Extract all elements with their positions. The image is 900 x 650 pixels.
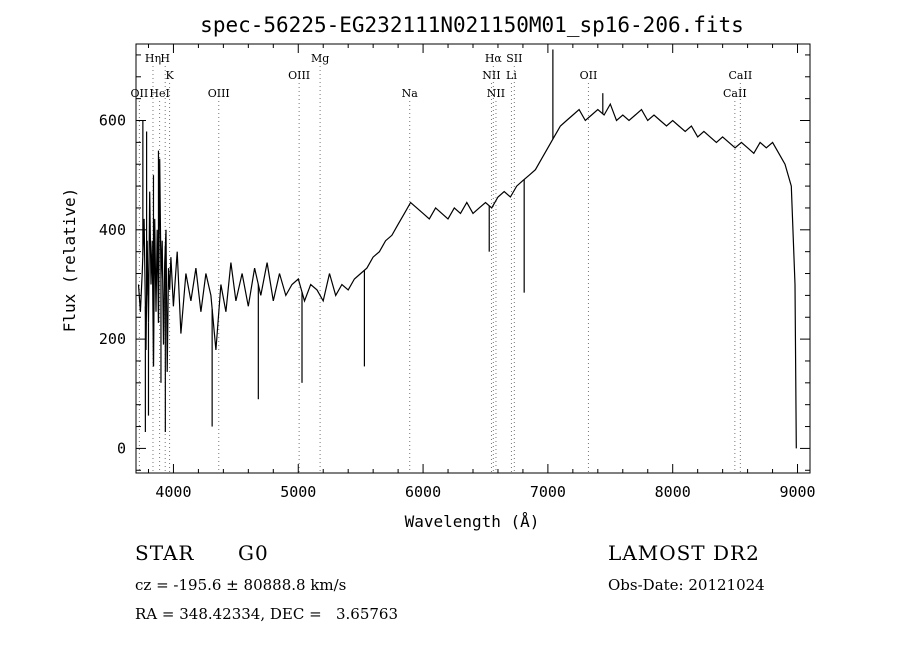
x-tick-label: 5000 (280, 483, 316, 501)
line-marker-label: Hη (145, 52, 161, 65)
redshift-velocity: cz = -195.6 ± 80888.8 km/s (135, 576, 347, 594)
line-marker-label: NII (482, 69, 500, 82)
object-class: STAR (135, 541, 195, 565)
y-axis-label: Flux (relative) (60, 188, 79, 333)
y-tick-label: 400 (99, 221, 126, 239)
line-marker-label: OII (131, 87, 149, 100)
x-axis-label: Wavelength (Å) (405, 512, 540, 531)
coordinates: RA = 348.42334, DEC = 3.65763 (135, 605, 399, 623)
line-marker-label: Li (506, 69, 517, 82)
y-tick-label: 600 (99, 112, 126, 130)
flux-series (137, 49, 797, 449)
line-marker-label: OII (580, 69, 598, 82)
x-tick-label: 9000 (779, 483, 815, 501)
survey-name: LAMOST DR2 (608, 541, 760, 565)
chart-title: spec-56225-EG232111N021150M01_sp16-206.f… (200, 13, 744, 37)
plot-frame (135, 43, 811, 474)
line-marker-label: HeI (149, 87, 169, 100)
line-marker-label: OIII (208, 87, 230, 100)
x-tick-label: 7000 (530, 483, 566, 501)
x-tick-label: 4000 (155, 483, 191, 501)
line-marker-label: OIII (288, 69, 310, 82)
flux-line (137, 102, 797, 449)
line-marker-label: CaII (723, 87, 747, 100)
object-subclass: G0 (238, 541, 269, 565)
line-marker-label: CaII (729, 69, 753, 82)
axis-ticks: 4000 5000 6000 7000 8000 9000 0 200 400 600 (99, 44, 816, 501)
line-marker-label: Hα (485, 52, 503, 65)
y-tick-label: 0 (117, 439, 126, 457)
plot-border (135, 43, 811, 474)
y-tick-label: 200 (99, 330, 126, 348)
observation-date: Obs-Date: 20121024 (608, 576, 765, 594)
line-marker-label: NII (487, 87, 505, 100)
line-marker-label: Mg (311, 52, 329, 65)
x-tick-label: 6000 (405, 483, 441, 501)
line-marker-label: H (160, 52, 170, 65)
line-marker-label: K (165, 69, 174, 82)
line-marker-label: Na (402, 87, 419, 100)
x-tick-label: 8000 (655, 483, 691, 501)
line-marker-label: SII (506, 52, 522, 65)
